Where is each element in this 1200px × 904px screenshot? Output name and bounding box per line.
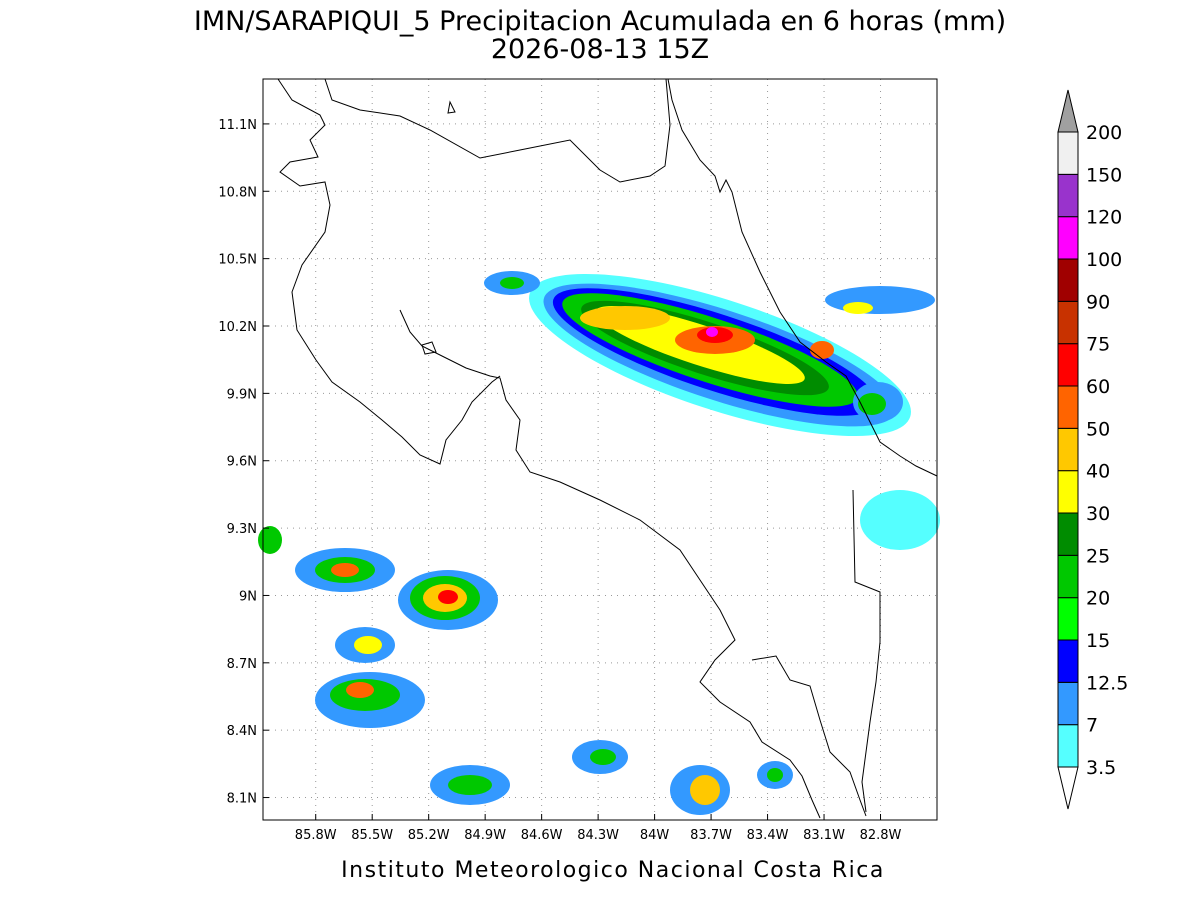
footer: Instituto Meteorologico Nacional Costa R… xyxy=(341,858,885,883)
colorbar-label: 50 xyxy=(1086,418,1110,440)
x-tick-label: 83.4W xyxy=(747,828,789,843)
y-tick-label: 9N xyxy=(239,589,257,604)
colorbar-label: 12.5 xyxy=(1086,672,1128,694)
colorbar-label: 75 xyxy=(1086,334,1110,356)
precipitation-field xyxy=(258,271,940,815)
colorbar-under xyxy=(1057,766,1079,810)
colorbar-segment xyxy=(1057,597,1079,641)
colorbar-label: 7 xyxy=(1086,715,1098,737)
colorbar-label: 40 xyxy=(1086,461,1110,483)
colorbar-segment xyxy=(1057,216,1079,260)
y-tick-label: 9.6N xyxy=(227,455,257,470)
y-tick-label: 11.1N xyxy=(218,118,257,133)
colorbar-label: 120 xyxy=(1086,207,1122,229)
colorbar-label: 30 xyxy=(1086,503,1110,525)
colorbar-label: 25 xyxy=(1086,545,1110,567)
x-tick-label: 83.7W xyxy=(690,828,732,843)
x-tick-label: 85.2W xyxy=(408,828,450,843)
colorbar-segment xyxy=(1057,554,1079,599)
x-tick-label: 84W xyxy=(640,828,670,843)
y-tick-label: 10.8N xyxy=(218,185,257,200)
axes: 85.8W 85.5W 85.2W 84.9W 84.6W 84.3W 84W 83.7W 83… xyxy=(218,118,901,843)
colorbar-segment xyxy=(1057,470,1079,514)
title: IMN/SARAPIQUI_5 Precipitacion Acumulada … xyxy=(194,6,1006,37)
y-tick-label: 8.7N xyxy=(227,657,257,672)
x-tick-label: 84.6W xyxy=(521,828,563,843)
colorbar-segment xyxy=(1057,681,1079,726)
subtitle: 2026-08-13 15Z xyxy=(491,34,709,65)
x-tick-label: 85.5W xyxy=(351,828,393,843)
x-tick-label: 83.1W xyxy=(803,828,845,843)
colorbar-segment xyxy=(1057,639,1079,683)
colorbar-over xyxy=(1057,89,1079,133)
colorbar-label: 3.5 xyxy=(1086,757,1116,779)
colorbar-segment xyxy=(1057,300,1079,345)
colorbar-label: 20 xyxy=(1086,588,1110,610)
y-tick-label: 10.2N xyxy=(218,320,257,335)
colorbar-segment xyxy=(1057,343,1079,387)
colorbar: 3.5 7 12.5 15 20 25 30 40 50 60 75 90 100 120 150 200 xyxy=(1057,89,1128,810)
y-tick-label: 9.3N xyxy=(227,522,257,537)
colorbar-label: 200 xyxy=(1086,122,1122,144)
colorbar-segment xyxy=(1057,385,1079,429)
y-tick-label: 9.9N xyxy=(227,387,257,402)
x-tick-label: 85.8W xyxy=(295,828,337,843)
colorbar-label: 150 xyxy=(1086,164,1122,186)
x-tick-label: 84.9W xyxy=(464,828,506,843)
colorbar-label: 15 xyxy=(1086,630,1110,652)
map-frame xyxy=(262,78,938,821)
colorbar-segment xyxy=(1057,512,1079,556)
colorbar-segment xyxy=(1057,724,1079,768)
colorbar-segment xyxy=(1057,258,1079,302)
y-tick-label: 8.1N xyxy=(227,792,257,807)
coastlines xyxy=(277,78,938,819)
colorbar-label: 60 xyxy=(1086,376,1110,398)
colorbar-segment xyxy=(1057,427,1079,472)
colorbar-segment xyxy=(1057,131,1079,175)
x-tick-label: 84.3W xyxy=(577,828,619,843)
colorbar-label: 90 xyxy=(1086,291,1110,313)
y-tick-label: 8.4N xyxy=(227,724,257,739)
x-tick-label: 82.8W xyxy=(860,828,902,843)
colorbar-label: 100 xyxy=(1086,249,1122,271)
colorbar-segment xyxy=(1057,173,1079,218)
y-tick-label: 10.5N xyxy=(218,253,257,268)
